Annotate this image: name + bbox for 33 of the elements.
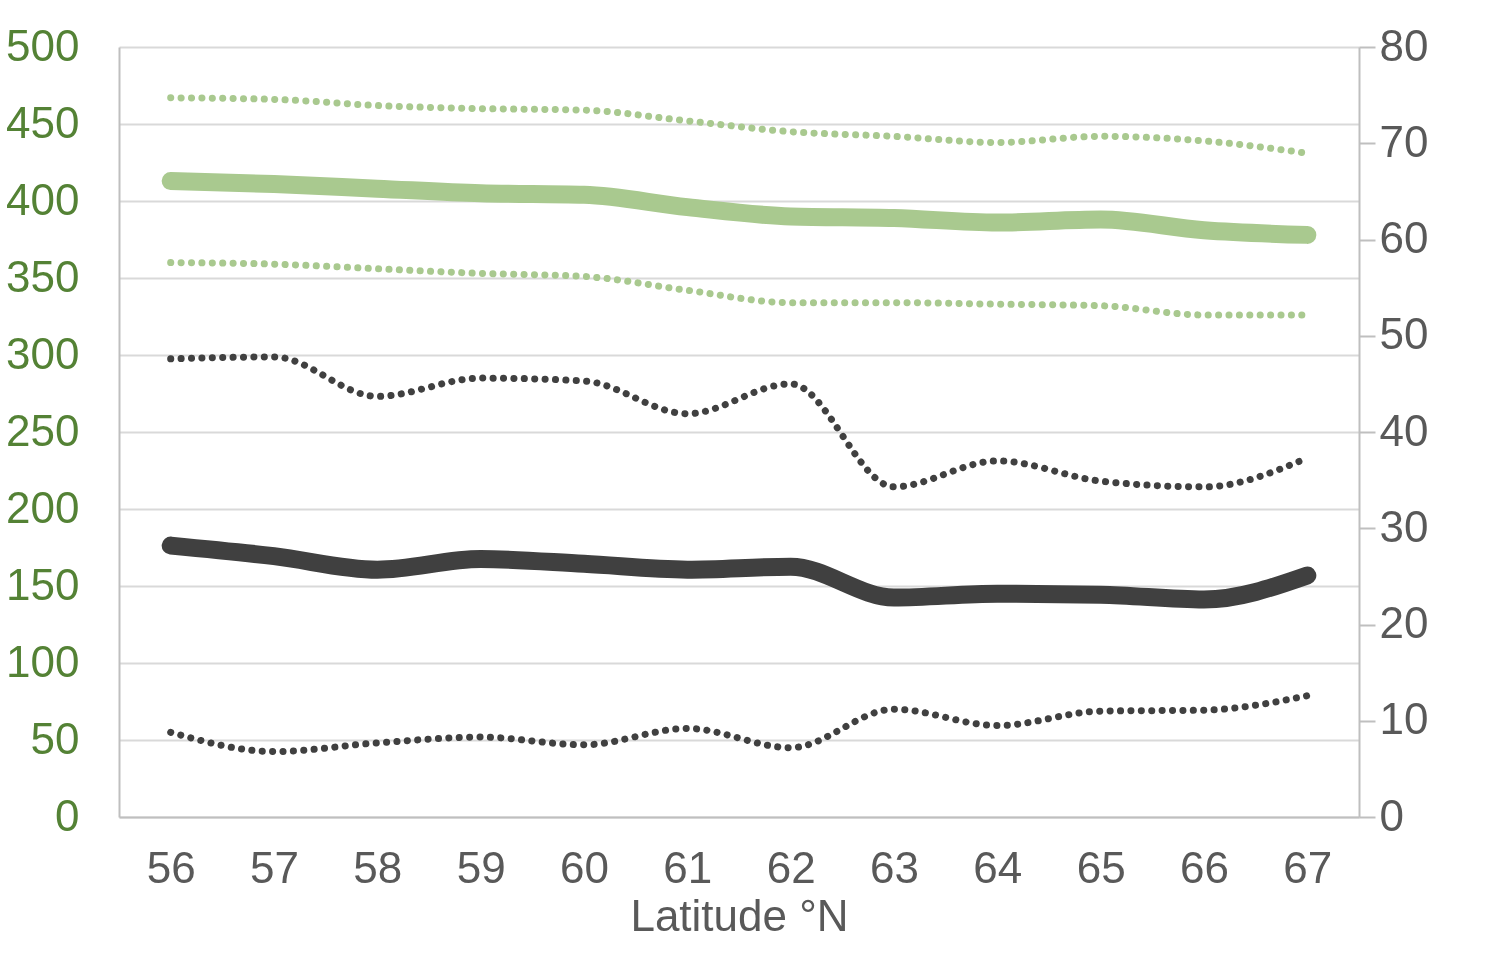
x-tick-label: 58 xyxy=(353,842,403,892)
x-tick-label: 56 xyxy=(146,842,196,892)
y-tick-label: 250 xyxy=(6,405,80,455)
x-tick-label: 60 xyxy=(560,842,609,892)
y-tick-label: 300 xyxy=(6,328,80,378)
y2-tick-label: 0 xyxy=(1379,790,1404,840)
y-tick-label: 100 xyxy=(6,636,80,686)
y2-tick-label: 80 xyxy=(1379,20,1429,70)
x-tick-label: 67 xyxy=(1283,842,1333,892)
x-tick-label: 62 xyxy=(766,842,816,892)
x-tick-label: 63 xyxy=(870,842,919,892)
y-tick-label: 50 xyxy=(30,713,80,763)
y-tick-label: 450 xyxy=(6,97,80,147)
x-tick-label: 59 xyxy=(456,842,506,892)
x-axis-title: Latitude °N xyxy=(630,890,849,940)
y-tick-label: 150 xyxy=(6,559,80,609)
y-tick-label: 500 xyxy=(6,20,80,70)
y2-tick-label: 10 xyxy=(1379,694,1429,744)
y2-tick-label: 30 xyxy=(1379,501,1429,551)
y-tick-label: 400 xyxy=(6,174,80,224)
x-tick-label: 57 xyxy=(250,842,299,892)
y2-tick-label: 40 xyxy=(1379,405,1429,455)
y2-tick-label: 60 xyxy=(1379,213,1429,262)
y-tick-label: 0 xyxy=(55,790,80,840)
x-tick-label: 66 xyxy=(1180,842,1229,892)
y2-tick-label: 70 xyxy=(1379,116,1429,166)
x-tick-label: 61 xyxy=(663,842,713,892)
x-tick-label: 64 xyxy=(973,842,1023,892)
y2-tick-label: 50 xyxy=(1379,309,1429,359)
y-tick-label: 200 xyxy=(6,482,80,532)
y-tick-label: 350 xyxy=(6,251,80,301)
x-tick-label: 65 xyxy=(1076,842,1126,892)
y2-tick-label: 20 xyxy=(1379,598,1429,647)
